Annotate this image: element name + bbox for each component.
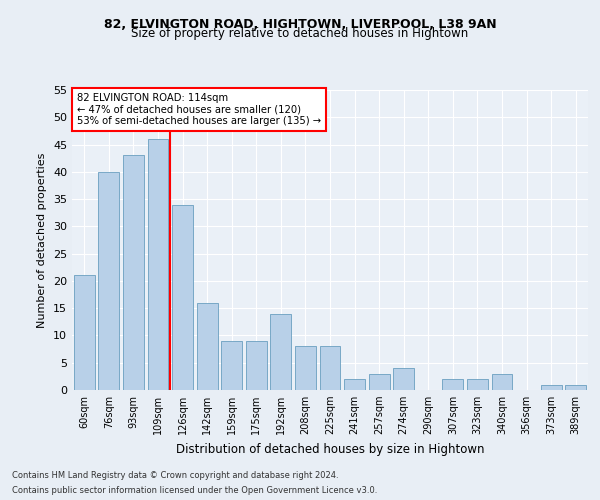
Text: Contains public sector information licensed under the Open Government Licence v3: Contains public sector information licen… (12, 486, 377, 495)
Bar (148, 139, 169, 390)
Bar (271, 314, 292, 390)
Bar (368, 374, 389, 390)
Bar (197, 302, 218, 390)
Bar (565, 384, 586, 390)
Bar (295, 346, 316, 390)
Bar (98, 172, 119, 390)
Bar (123, 156, 144, 390)
X-axis label: Distribution of detached houses by size in Hightown: Distribution of detached houses by size … (176, 442, 484, 456)
Text: Size of property relative to detached houses in Hightown: Size of property relative to detached ho… (131, 28, 469, 40)
Bar (246, 341, 267, 390)
Bar (491, 374, 512, 390)
Text: 82, ELVINGTON ROAD, HIGHTOWN, LIVERPOOL, L38 9AN: 82, ELVINGTON ROAD, HIGHTOWN, LIVERPOOL,… (104, 18, 496, 30)
Bar (74, 276, 95, 390)
Bar (541, 384, 562, 390)
Bar (172, 204, 193, 390)
Bar (344, 379, 365, 390)
Y-axis label: Number of detached properties: Number of detached properties (37, 152, 47, 328)
Bar (393, 368, 414, 390)
Bar (467, 379, 488, 390)
Bar (442, 379, 463, 390)
Bar (320, 346, 340, 390)
Text: Contains HM Land Registry data © Crown copyright and database right 2024.: Contains HM Land Registry data © Crown c… (12, 471, 338, 480)
Text: 82 ELVINGTON ROAD: 114sqm
← 47% of detached houses are smaller (120)
53% of semi: 82 ELVINGTON ROAD: 114sqm ← 47% of detac… (77, 93, 321, 126)
Bar (221, 341, 242, 390)
